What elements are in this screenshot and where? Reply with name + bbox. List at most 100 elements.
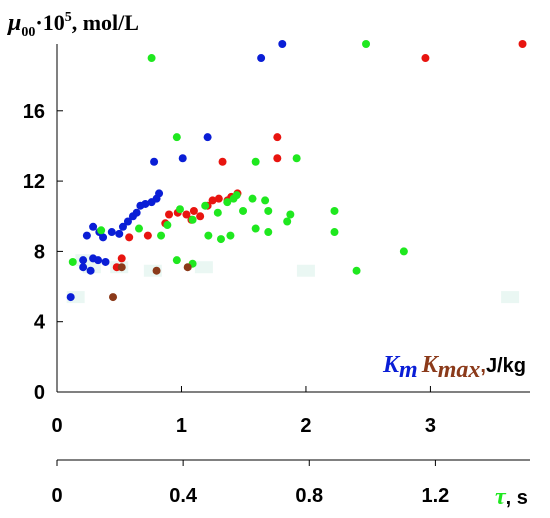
label-jkg: J/kg [486,355,526,377]
data-point-k_max [182,210,191,219]
x-top-tick-label: 1 [176,415,187,437]
data-point-tau [264,228,273,237]
data-point-overlap [152,266,161,275]
data-point-tau [175,205,184,214]
data-point-k_n [278,40,287,48]
x-axis-bottom-ticks: 0 0.4 0.8 1.2 [51,460,449,507]
data-point-tau [172,133,181,142]
x-axis-bottom-label: τ, s [495,484,528,510]
data-point-k_n [115,229,124,238]
data-point-tau [216,235,225,244]
label-k-n: K [382,352,401,378]
label-comma: , [480,355,486,377]
x-bottom-tick-label: 0.8 [295,485,323,507]
data-point-k_max [117,254,126,263]
y-axis-title-mu: μ [6,10,21,36]
data-point-k_max [421,54,430,63]
data-point-tau [188,215,197,224]
x-bottom-tick-label: 0 [51,485,62,507]
data-point-tau [68,257,77,266]
data-point-tau [223,198,232,207]
data-point-tau [226,231,235,240]
x-bottom-tick-label: 1.2 [421,485,449,507]
data-point-k_n [79,263,88,272]
point-highlight [194,261,213,274]
data-point-tau [292,154,301,163]
y-axis-title-sub: 00 [21,25,35,40]
y-axis-title: μ00·105, mol/L [6,10,139,40]
data-point-k_max [218,157,227,166]
y-axis-title-sup: 5 [65,10,72,25]
point-highlight [501,291,520,304]
data-point-tau [134,224,143,233]
data-point-k_max [518,40,527,48]
data-point-tau [213,208,222,217]
y-tick-label: 12 [23,171,45,193]
data-point-k_n [107,228,116,237]
data-point-k_n [89,222,98,231]
x-axis-top-ticks: 0 1 2 3 [51,386,436,437]
label-k-max-sub: max [438,357,481,383]
data-point-tau [251,157,260,166]
data-point-k_n [118,222,127,231]
data-point-tau [362,40,371,48]
data-point-tau [172,256,181,265]
y-tick-label: 4 [34,312,46,334]
data-point-overlap [109,293,118,302]
x-top-tick-label: 3 [425,415,436,437]
data-point-k_max [143,231,152,240]
data-point-k_max [208,196,217,205]
data-point-tau [264,206,273,215]
data-point-k_max [189,206,198,215]
data-point-tau [283,217,292,226]
point-highlights [66,254,520,304]
data-point-k_n [257,54,266,63]
data-point-tau [204,231,213,240]
data-point-k_n [82,231,91,240]
data-point-k_n [141,199,150,208]
x-axis-top-label: Km Kmax,J/kg [382,352,526,383]
data-point-k_n [86,266,95,275]
data-point-tau [157,231,166,240]
y-axis-title-mid: ·10 [35,10,64,35]
data-point-overlap [117,263,126,272]
data-point-k_n [123,217,132,226]
data-point-k_n [79,256,88,265]
data-point-tau [399,247,408,256]
data-point-k_n [101,257,110,266]
data-point-k_max [165,210,174,219]
data-point-tau [261,196,270,205]
data-point-tau [97,226,106,235]
data-point-tau [201,201,210,210]
data-point-k_n [150,157,159,166]
x-top-tick-label: 2 [300,415,311,437]
data-point-tau [330,228,339,237]
data-point-tau [330,206,339,215]
data-point-tau [251,224,260,233]
y-tick-label: 8 [34,241,45,263]
data-point-k_max [214,194,223,203]
y-tick-label: 16 [23,101,45,123]
data-point-k_n [94,256,103,265]
data-point-k_n [203,133,212,142]
data-point-k_max [273,154,282,163]
data-point-k_n [178,154,187,163]
data-point-tau [232,191,241,200]
x-bottom-tick-label: 0.4 [169,485,198,507]
data-point-k_n [155,189,164,198]
data-point-tau [147,54,156,63]
data-point-tau [163,221,172,230]
data-point-tau [286,210,295,219]
data-point-k_max [125,233,134,242]
y-axis-ticks: 0 4 8 12 16 [23,101,63,404]
data-point-k_n [132,208,141,217]
data-point-overlap [183,263,192,272]
data-point-k_max [273,133,282,142]
x-top-tick-label: 0 [51,415,62,437]
label-k-n-sub: m [399,357,418,383]
data-points [66,40,527,302]
data-point-k_n [66,293,75,302]
y-tick-label: 0 [34,382,45,404]
data-point-tau [352,266,361,275]
